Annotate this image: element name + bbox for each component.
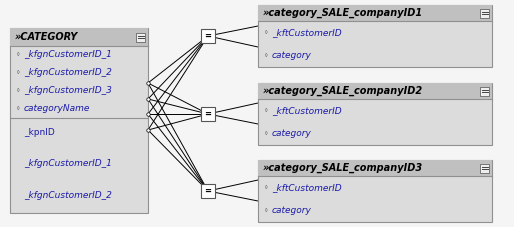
Text: category: category bbox=[272, 129, 312, 138]
Text: _kfgnCustomerID_1: _kfgnCustomerID_1 bbox=[24, 50, 112, 59]
Text: »category_SALE_companyID2: »category_SALE_companyID2 bbox=[262, 86, 422, 96]
Bar bbox=[258, 160, 492, 176]
Text: _kftCustomerID: _kftCustomerID bbox=[272, 28, 342, 37]
Bar bbox=[258, 83, 492, 99]
Text: _kfgnCustomerID_3: _kfgnCustomerID_3 bbox=[24, 86, 112, 95]
Text: =: = bbox=[205, 109, 211, 118]
Text: ◦: ◦ bbox=[16, 68, 21, 77]
Text: _kfgnCustomerID_1: _kfgnCustomerID_1 bbox=[24, 159, 112, 168]
Bar bbox=[258, 5, 492, 21]
Text: _kfgnCustomerID_2: _kfgnCustomerID_2 bbox=[24, 68, 112, 77]
Text: _kfgnCustomerID_2: _kfgnCustomerID_2 bbox=[24, 191, 112, 200]
Text: _kftCustomerID: _kftCustomerID bbox=[272, 106, 342, 115]
Text: »CATEGORY: »CATEGORY bbox=[14, 32, 77, 42]
Bar bbox=[10, 28, 148, 46]
Text: »category_SALE_companyID1: »category_SALE_companyID1 bbox=[262, 8, 422, 18]
Text: ◦: ◦ bbox=[264, 183, 268, 192]
Bar bbox=[258, 83, 492, 145]
Text: ◦: ◦ bbox=[264, 51, 268, 60]
Text: ◦: ◦ bbox=[16, 50, 21, 59]
Text: _kpnID: _kpnID bbox=[24, 128, 55, 136]
Bar bbox=[480, 86, 489, 96]
Text: category: category bbox=[272, 51, 312, 60]
Text: ◦: ◦ bbox=[264, 206, 268, 215]
Text: ◦: ◦ bbox=[16, 104, 21, 113]
Bar bbox=[201, 184, 215, 198]
Text: categoryName: categoryName bbox=[24, 104, 90, 113]
Text: »category_SALE_companyID3: »category_SALE_companyID3 bbox=[262, 163, 422, 173]
Bar bbox=[201, 107, 215, 121]
Bar bbox=[201, 29, 215, 43]
Bar bbox=[480, 163, 489, 173]
Bar bbox=[258, 160, 492, 222]
Bar bbox=[136, 32, 145, 42]
Text: ◦: ◦ bbox=[264, 106, 268, 115]
Text: ◦: ◦ bbox=[264, 28, 268, 37]
Text: ◦: ◦ bbox=[16, 86, 21, 95]
Bar bbox=[10, 28, 148, 213]
Text: category: category bbox=[272, 206, 312, 215]
Bar bbox=[258, 5, 492, 67]
Text: _kftCustomerID: _kftCustomerID bbox=[272, 183, 342, 192]
Bar bbox=[480, 8, 489, 17]
Text: =: = bbox=[205, 187, 211, 195]
Text: ◦: ◦ bbox=[264, 129, 268, 138]
Text: =: = bbox=[205, 32, 211, 40]
